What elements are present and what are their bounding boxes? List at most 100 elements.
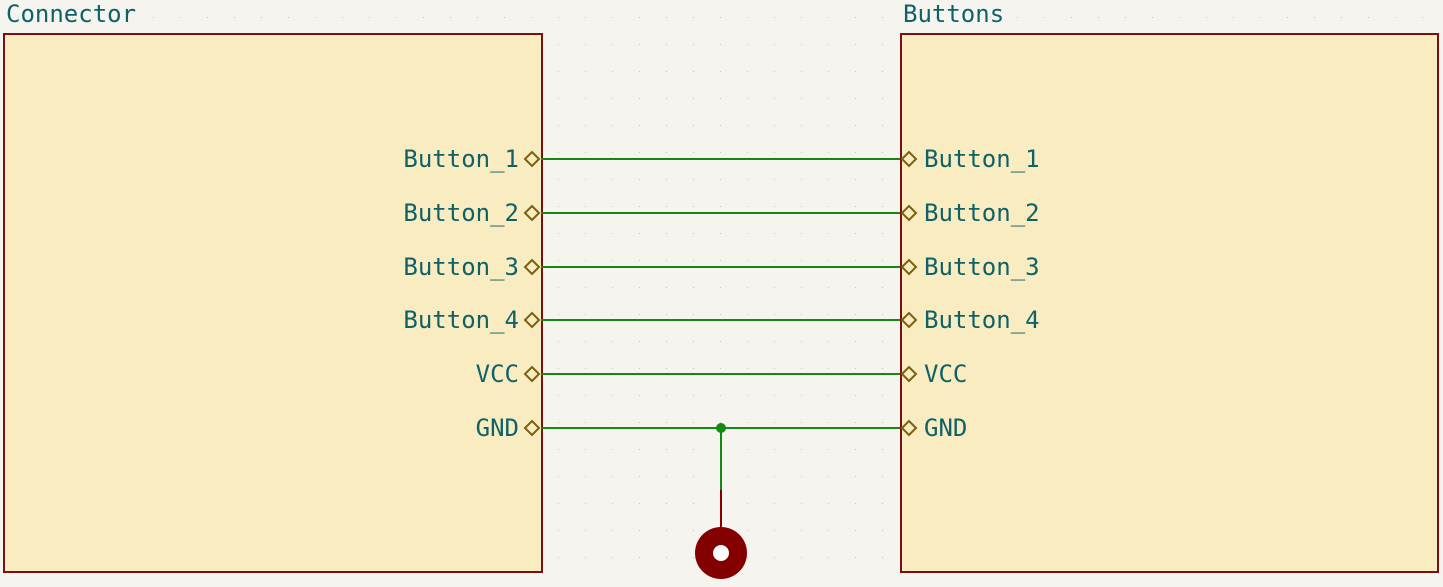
grid-dot bbox=[720, 44, 721, 45]
grid-dot bbox=[774, 179, 775, 180]
grid-dot bbox=[585, 260, 586, 261]
grid-dot bbox=[801, 179, 802, 180]
ground-power-port-icon[interactable] bbox=[695, 490, 747, 579]
grid-dot bbox=[747, 44, 748, 45]
sheet-connector[interactable] bbox=[3, 33, 543, 573]
grid-dot bbox=[855, 395, 856, 396]
grid-dot bbox=[747, 179, 748, 180]
grid-dot bbox=[801, 44, 802, 45]
grid-dot bbox=[612, 125, 613, 126]
grid-dot bbox=[720, 17, 721, 18]
grid-dot bbox=[801, 314, 802, 315]
grid-dot bbox=[261, 17, 262, 18]
gnd-junction-dot[interactable] bbox=[716, 423, 726, 433]
sheet-pin-marker[interactable] bbox=[523, 311, 541, 329]
grid-dot bbox=[774, 314, 775, 315]
grid-dot bbox=[666, 314, 667, 315]
grid-dot bbox=[855, 503, 856, 504]
grid-dot bbox=[585, 314, 586, 315]
grid-dot bbox=[558, 260, 559, 261]
grid-dot bbox=[1368, 17, 1369, 18]
grid-dot bbox=[801, 287, 802, 288]
grid-dot bbox=[1314, 17, 1315, 18]
grid-dot bbox=[855, 368, 856, 369]
grid-dot bbox=[639, 287, 640, 288]
grid-dot bbox=[612, 260, 613, 261]
grid-dot bbox=[882, 206, 883, 207]
grid-dot bbox=[99, 17, 100, 18]
sheet-pin-marker[interactable] bbox=[900, 204, 918, 222]
grid-dot bbox=[585, 98, 586, 99]
grid-dot bbox=[801, 476, 802, 477]
sheet-pin-marker[interactable] bbox=[900, 365, 918, 383]
grid-dot bbox=[747, 125, 748, 126]
grid-dot bbox=[558, 152, 559, 153]
sheet-pin-marker[interactable] bbox=[900, 150, 918, 168]
grid-dot bbox=[774, 71, 775, 72]
grid-dot bbox=[909, 17, 910, 18]
grid-dot bbox=[882, 260, 883, 261]
grid-dot bbox=[666, 152, 667, 153]
grid-dot bbox=[828, 530, 829, 531]
grid-dot bbox=[747, 314, 748, 315]
grid-dot bbox=[234, 17, 235, 18]
sheet-pin-marker[interactable] bbox=[900, 258, 918, 276]
sheet-pin-marker[interactable] bbox=[523, 150, 541, 168]
grid-dot bbox=[801, 125, 802, 126]
grid-dot bbox=[828, 557, 829, 558]
grid-dot bbox=[639, 152, 640, 153]
grid-dot bbox=[747, 260, 748, 261]
grid-dot bbox=[801, 395, 802, 396]
grid-dot bbox=[558, 422, 559, 423]
grid-dot bbox=[612, 422, 613, 423]
grid-dot bbox=[585, 557, 586, 558]
grid-dot bbox=[666, 341, 667, 342]
grid-dot bbox=[1179, 17, 1180, 18]
grid-dot bbox=[801, 422, 802, 423]
grid-dot bbox=[855, 179, 856, 180]
sheet-pin-marker[interactable] bbox=[900, 311, 918, 329]
grid-dot bbox=[18, 17, 19, 18]
grid-dot bbox=[1287, 17, 1288, 18]
grid-dot bbox=[585, 422, 586, 423]
grid-dot bbox=[666, 476, 667, 477]
grid-dot bbox=[1341, 17, 1342, 18]
grid-dot bbox=[720, 341, 721, 342]
grid-dot bbox=[612, 395, 613, 396]
sheet-pin-marker[interactable] bbox=[523, 204, 541, 222]
grid-dot bbox=[1044, 17, 1045, 18]
grid-dot bbox=[558, 71, 559, 72]
grid-dot bbox=[801, 503, 802, 504]
grid-dot bbox=[693, 368, 694, 369]
grid-dot bbox=[315, 17, 316, 18]
sheet-pin-marker[interactable] bbox=[900, 419, 918, 437]
grid-dot bbox=[855, 449, 856, 450]
grid-dot bbox=[882, 125, 883, 126]
grid-dot bbox=[828, 476, 829, 477]
grid-dot bbox=[585, 287, 586, 288]
grid-dot bbox=[639, 476, 640, 477]
sheet-pin-marker[interactable] bbox=[523, 258, 541, 276]
grid-dot bbox=[882, 71, 883, 72]
grid-dot bbox=[666, 557, 667, 558]
buttons-pin-label: Button_3 bbox=[924, 253, 1040, 281]
grid-dot bbox=[855, 530, 856, 531]
sheet-buttons[interactable] bbox=[900, 33, 1439, 573]
grid-dot bbox=[72, 17, 73, 18]
grid-dot bbox=[801, 341, 802, 342]
grid-dot bbox=[639, 260, 640, 261]
grid-dot bbox=[828, 422, 829, 423]
grid-dot bbox=[747, 17, 748, 18]
grid-dot bbox=[612, 503, 613, 504]
grid-dot bbox=[693, 314, 694, 315]
sheet-pin-marker[interactable] bbox=[523, 365, 541, 383]
grid-dot bbox=[747, 287, 748, 288]
grid-dot bbox=[666, 71, 667, 72]
sheet-pin-marker[interactable] bbox=[523, 419, 541, 437]
grid-dot bbox=[720, 98, 721, 99]
grid-dot bbox=[828, 449, 829, 450]
grid-dot bbox=[612, 314, 613, 315]
grid-dot bbox=[774, 503, 775, 504]
